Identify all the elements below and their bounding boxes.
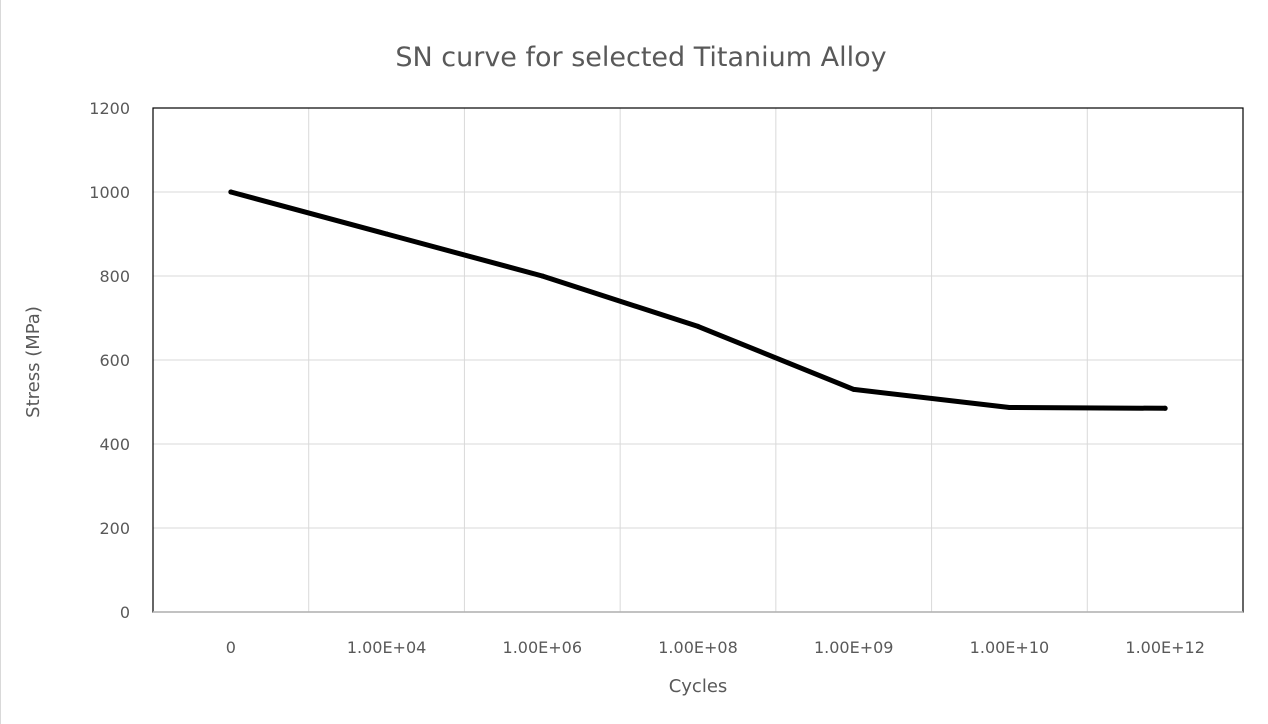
axes [152,107,1244,613]
x-axis-label: Cycles [669,676,728,697]
data-point [1162,405,1168,411]
x-tick-label: 0 [226,638,236,657]
x-tick-label: 1.00E+08 [658,638,738,657]
data-point [695,323,701,329]
y-tick-label: 0 [120,603,130,622]
grid-lines [153,107,1243,612]
y-tick-label: 800 [99,267,130,286]
y-tick-label: 600 [99,351,130,370]
chart-title: SN curve for selected Titanium Alloy [395,42,886,73]
data-point [228,189,234,195]
x-tick-label: 1.00E+09 [814,638,894,657]
data-point [1006,404,1012,410]
data-point [539,273,545,279]
data-point [851,386,857,392]
x-tick-label: 1.00E+10 [970,638,1050,657]
x-tick-label: 1.00E+12 [1125,638,1205,657]
y-tick-label: 200 [99,519,130,538]
data-point [384,231,390,237]
y-tick-label: 400 [99,435,130,454]
y-tick-label: 1000 [89,183,130,202]
x-tick-label: 1.00E+04 [347,638,427,657]
x-tick-label: 1.00E+06 [503,638,583,657]
y-tick-label: 1200 [89,99,130,118]
y-axis-ticks: 0 200 400 600 800 1000 1200 [89,99,130,622]
series-layer [228,189,1168,411]
series-line [228,189,1168,411]
y-axis-label: Stress (MPa) [23,306,44,418]
x-axis-ticks: 0 1.00E+04 1.00E+06 1.00E+08 1.00E+09 1.00E+1… [226,638,1205,657]
